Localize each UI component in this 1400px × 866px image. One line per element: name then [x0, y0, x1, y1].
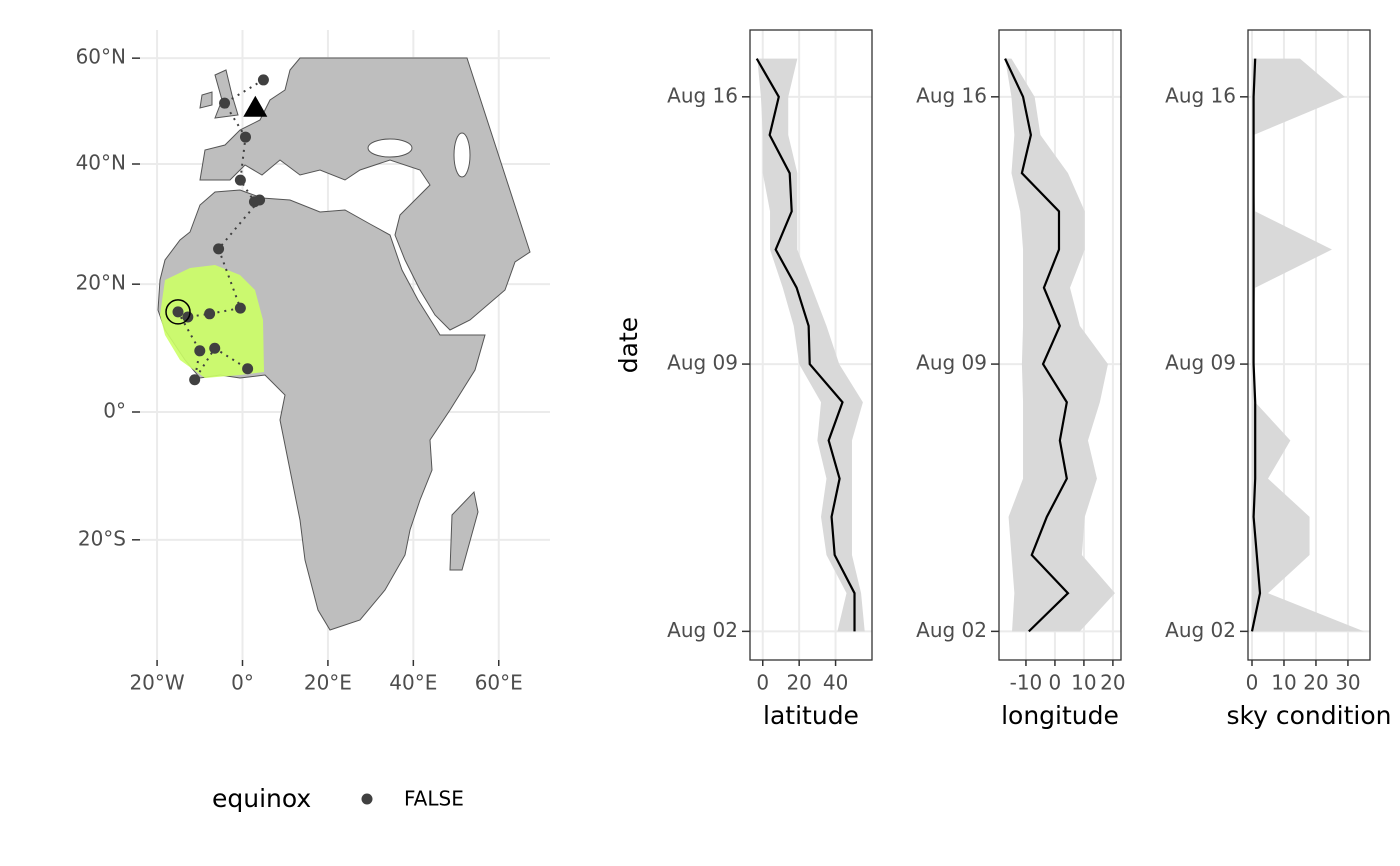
y-tick-label: Aug 02	[667, 618, 738, 642]
location-point	[194, 345, 206, 357]
y-tick-label: 40°N	[76, 151, 126, 175]
highlight-ring	[165, 299, 191, 325]
line	[1004, 58, 1070, 633]
location-point	[219, 97, 231, 109]
panel-border	[749, 29, 873, 661]
y-tick-label: Aug 09	[916, 351, 987, 375]
x-tick-label: 10	[1071, 671, 1096, 695]
location-point	[182, 311, 194, 323]
location-point	[209, 342, 221, 354]
land-britain	[214, 69, 239, 119]
y-tick-label: Aug 16	[667, 83, 738, 107]
land-ireland	[199, 91, 213, 109]
y-tick-label: Aug 02	[1165, 618, 1236, 642]
start-marker	[243, 95, 268, 117]
x-tick-label: -10	[1010, 671, 1043, 695]
legend-title: equinox	[212, 784, 311, 813]
x-tick-label: 10	[1271, 671, 1296, 695]
x-tick-label: 20	[786, 671, 811, 695]
panel-border	[998, 29, 1122, 661]
land-madagascar	[449, 490, 479, 571]
x-axis-title: sky condition	[1227, 701, 1392, 730]
location-point	[242, 363, 254, 375]
land-eurasia	[199, 57, 531, 331]
y-axis-title: date	[614, 317, 643, 373]
track	[175, 79, 264, 381]
location-point	[239, 131, 251, 143]
y-tick-label: 20°N	[76, 271, 126, 295]
y-tick-label: 60°N	[76, 45, 126, 69]
caspian-sea	[453, 132, 471, 178]
location-point	[254, 194, 266, 206]
location-point	[234, 174, 246, 186]
location-point	[213, 243, 225, 255]
panel: 0 20 40 Aug 02 Aug 09 Aug 16 latitude date	[614, 29, 873, 730]
x-tick-label: 0	[1246, 671, 1259, 695]
x-tick-label: 20°W	[129, 671, 184, 695]
location-point	[204, 308, 216, 320]
y-tick-label: Aug 16	[916, 83, 987, 107]
legend-key	[361, 793, 373, 805]
black-sea	[367, 138, 413, 158]
x-tick-label: 0°	[231, 671, 254, 695]
panel-border	[1247, 29, 1371, 661]
line	[755, 58, 856, 632]
y-tick-label: Aug 09	[1165, 351, 1236, 375]
x-axis-title: longitude	[1001, 701, 1119, 730]
panel: -10 0 10 20 Aug 02 Aug 09 Aug 16 longitude	[916, 29, 1126, 730]
y-tick-label: Aug 02	[916, 618, 987, 642]
ribbon	[1005, 58, 1115, 632]
x-tick-label: 60°E	[475, 671, 523, 695]
x-tick-label: 20°E	[304, 671, 352, 695]
x-axis-title: latitude	[763, 701, 859, 730]
location-point	[189, 374, 201, 386]
y-tick-label: 20°S	[78, 526, 126, 550]
x-tick-label: 0	[756, 671, 769, 695]
location-point	[257, 74, 269, 86]
map-data	[165, 74, 269, 386]
line	[1250, 58, 1262, 632]
location-point	[172, 306, 184, 318]
ribbon	[757, 58, 865, 632]
x-tick-label: 40	[823, 671, 848, 695]
y-tick-label: Aug 09	[667, 351, 738, 375]
x-tick-label: 40°E	[389, 671, 437, 695]
y-tick-label: 0°	[103, 399, 126, 423]
location-point	[234, 302, 246, 314]
panel: 0 10 20 30 Aug 02 Aug 09 Aug 16 sky condition	[1165, 29, 1392, 730]
y-tick-label: Aug 16	[1165, 83, 1236, 107]
legend: equinox FALSE	[212, 784, 464, 813]
stationary-area	[160, 265, 264, 378]
x-tick-label: 30	[1335, 671, 1360, 695]
legend-label: FALSE	[404, 787, 464, 811]
x-tick-label: 20	[1100, 671, 1125, 695]
ribbon	[1251, 58, 1364, 632]
x-tick-label: 0	[1049, 671, 1062, 695]
x-tick-label: 20	[1303, 671, 1328, 695]
